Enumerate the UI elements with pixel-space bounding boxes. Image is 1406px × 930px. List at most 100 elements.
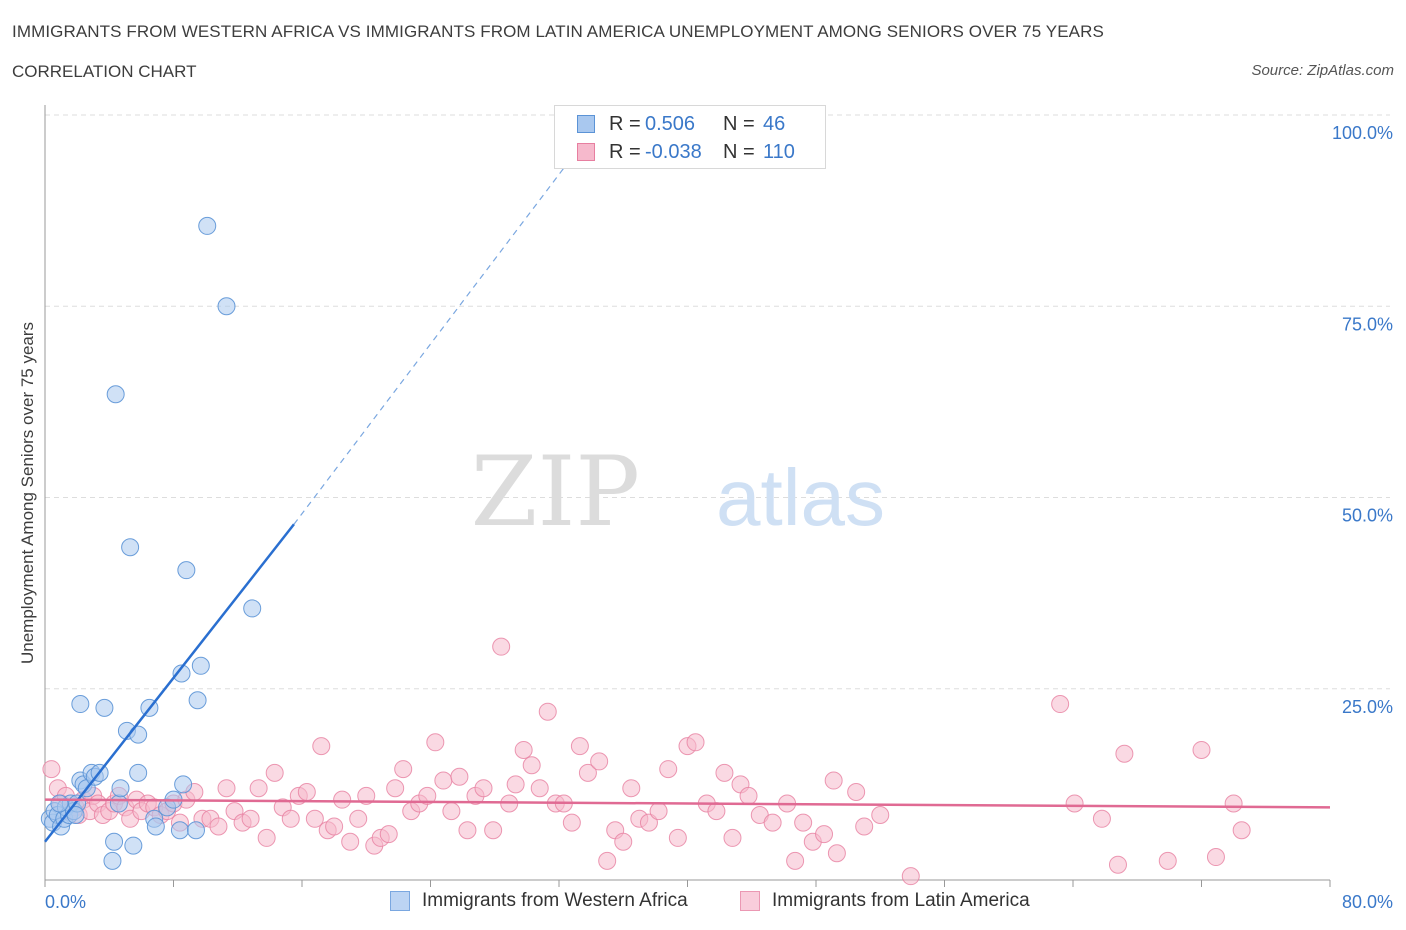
legend-n-label: N = (723, 112, 755, 135)
legend-r-value: -0.038 (645, 140, 702, 163)
latin-america-point (514, 740, 533, 759)
bottom-legend-western-africa: Immigrants from Western Africa (390, 890, 688, 912)
western-africa-point (198, 216, 217, 235)
latin-america-point (1065, 794, 1084, 813)
western-africa-point (95, 698, 114, 717)
latin-america-point (434, 771, 453, 790)
western-africa-point (146, 817, 165, 836)
latin-america-point (1051, 695, 1070, 714)
latin-america-point (622, 779, 641, 798)
y-axis-label: Unemployment Among Seniors over 75 years (18, 321, 37, 665)
latin-america-point (827, 844, 846, 863)
latin-america-point (249, 779, 268, 798)
latin-america-point (562, 813, 581, 832)
latin-america-point (458, 821, 477, 840)
zipatlas-watermark: ZIP atlas (471, 436, 885, 548)
latin-america-point (847, 783, 866, 802)
latin-america-point (379, 825, 398, 844)
axes (44, 105, 1331, 887)
latin-america-point (418, 786, 437, 805)
legend-swatch-blue (577, 115, 595, 133)
trend-lines (44, 152, 1331, 843)
western-africa-point (170, 821, 189, 840)
y-tick-label: 50.0% (1342, 506, 1393, 526)
chart-subtitle: CORRELATION CHART (12, 62, 197, 81)
western-africa-trend-line (44, 523, 295, 843)
western-africa-point (106, 385, 125, 404)
latin-america-point (639, 813, 658, 832)
western-africa-point (191, 656, 210, 675)
latin-america-point (1206, 848, 1225, 867)
latin-america-point (901, 867, 920, 886)
latin-america-point (442, 802, 461, 821)
latin-america-point (349, 809, 368, 828)
latin-america-point (1224, 794, 1243, 813)
latin-america-point (474, 779, 493, 798)
western-africa-point (121, 538, 140, 557)
latin-america-point (649, 802, 668, 821)
bottom-legend-swatch-pink (740, 891, 760, 911)
legend-r-label: R = (609, 140, 641, 163)
latin-america-point (257, 828, 276, 847)
latin-america-point (1092, 809, 1111, 828)
latin-america-point (394, 760, 413, 779)
western-africa-point (129, 763, 148, 782)
latin-america-point (538, 702, 557, 721)
y-tick-label: 100.0% (1332, 123, 1393, 143)
latin-america-point (723, 828, 742, 847)
latin-america-point (357, 786, 376, 805)
latin-america-point (209, 817, 228, 836)
latin-america-point (297, 783, 316, 802)
latin-america-point (578, 763, 597, 782)
latin-america-trend-line (44, 798, 1331, 809)
latin-america-point (325, 817, 344, 836)
latin-america-point (815, 825, 834, 844)
western-africa-points (40, 216, 262, 870)
western-africa-point (50, 794, 69, 813)
x-tick-label: 80.0% (1342, 892, 1393, 912)
latin-america-point (763, 813, 782, 832)
western-africa-point (103, 851, 122, 870)
western-africa-point (111, 779, 130, 798)
tick-labels: 25.0% 50.0% 75.0% 100.0% 0.0% 80.0% (45, 123, 1393, 912)
western-africa-point (188, 691, 207, 710)
legend-r-label: R = (609, 112, 641, 135)
legend-n-value: 46 (763, 112, 786, 135)
latin-america-point (786, 851, 805, 870)
bottom-legend-label: Immigrants from Western Africa (422, 890, 688, 911)
western-africa-trend-extension (293, 152, 576, 525)
latin-america-point (871, 805, 890, 824)
latin-america-point (739, 786, 758, 805)
latin-america-point (794, 813, 813, 832)
western-africa-point (186, 821, 205, 840)
western-africa-point (177, 561, 196, 580)
latin-america-point (855, 817, 874, 836)
western-africa-point (217, 297, 236, 316)
latin-america-point (450, 767, 469, 786)
bottom-legend-swatch-blue (390, 891, 410, 911)
latin-america-point (492, 637, 511, 656)
latin-america-point (426, 733, 445, 752)
latin-america-point (522, 756, 541, 775)
legend-n-value: 110 (763, 140, 795, 163)
source-credit: Source: ZipAtlas.com (1251, 62, 1394, 79)
latin-america-point (217, 779, 236, 798)
legend-r-value: 0.506 (645, 112, 696, 135)
western-africa-point (109, 794, 128, 813)
latin-america-point (484, 821, 503, 840)
y-tick-label: 25.0% (1342, 697, 1393, 717)
latin-america-point (707, 802, 726, 821)
latin-america-point (312, 737, 331, 756)
western-africa-point (172, 664, 191, 683)
latin-america-point (1108, 855, 1127, 874)
latin-america-point (824, 771, 843, 790)
western-africa-point (243, 599, 262, 618)
latin-america-point (305, 809, 324, 828)
latin-america-point (42, 760, 61, 779)
latin-america-point (659, 760, 678, 779)
latin-america-point (530, 779, 549, 798)
latin-america-point (265, 763, 284, 782)
latin-america-point (241, 809, 260, 828)
latin-america-point (1192, 740, 1211, 759)
